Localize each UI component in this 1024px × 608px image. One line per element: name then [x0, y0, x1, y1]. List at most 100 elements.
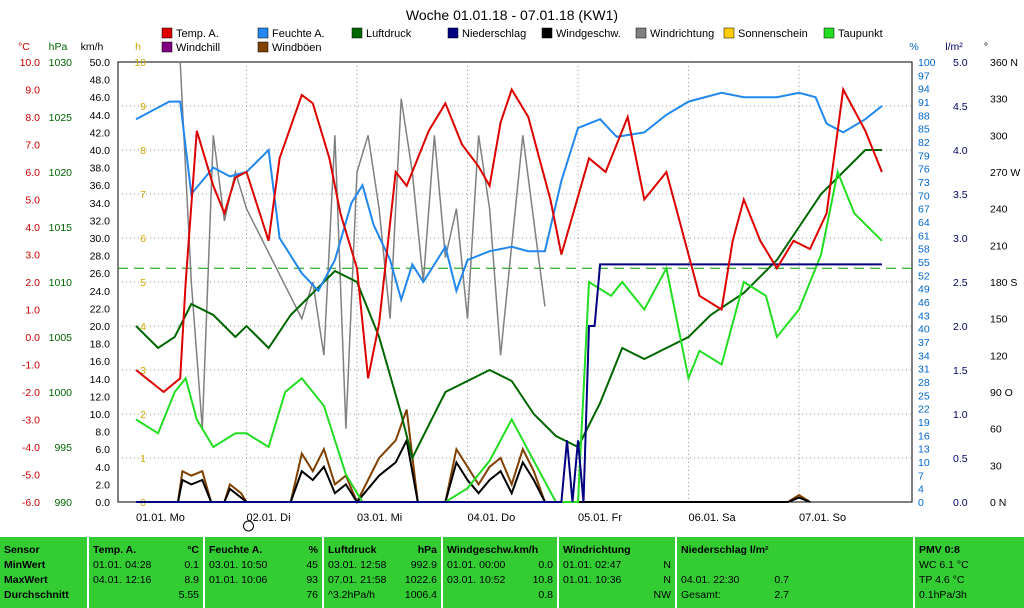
y-tick-label-temp: 10.0: [20, 57, 41, 69]
y-tick-label-humidity: 55: [918, 257, 930, 269]
y-tick-label-pressure: 1030: [49, 57, 73, 69]
y-tick-label-humidity: 97: [918, 70, 930, 82]
y-tick-label-wind: 22.0: [90, 303, 111, 315]
y-tick-label-humidity: 67: [918, 204, 930, 216]
y-tick-label-pressure: 990: [54, 497, 72, 509]
y-tick-label-wind: 34.0: [90, 198, 111, 210]
pmv-dewpoint: TP 4.6 °C: [919, 574, 965, 586]
y-tick-label-wind: 2.0: [95, 479, 110, 491]
y-tick-label-temp: 6.0: [25, 167, 40, 179]
y-tick-label-direction: 210: [990, 240, 1008, 252]
temp-max-time: 04.01. 12:16: [93, 574, 152, 586]
y-tick-label-sun: 2: [140, 409, 146, 421]
y-tick-label-rain: 3.0: [953, 233, 968, 245]
stats-temp: Temp. A. °C 01.01. 04:28 0.1 04.01. 12:16 8…: [89, 537, 203, 608]
y-tick-label-wind: 44.0: [90, 110, 111, 122]
y-tick-label-direction: 150: [990, 314, 1008, 326]
legend-swatch: [447, 27, 459, 39]
sensor-header: Sensor: [4, 544, 40, 556]
y-tick-label-humidity: 16: [918, 430, 930, 442]
pressure-trend: ^3.2hPa/h: [328, 589, 375, 601]
y-tick-label-rain: 2.5: [953, 277, 968, 289]
rain-header: Niederschlag: [681, 544, 747, 556]
y-tick-label-temp: 5.0: [25, 195, 40, 207]
x-tick-label: 06.01. Sa: [689, 512, 737, 524]
y-tick-label-humidity: 13: [918, 444, 930, 456]
y-tick-label-direction: 360 N: [990, 57, 1018, 69]
pressure-unit: hPa: [417, 544, 437, 556]
y-tick-label-humidity: 7: [918, 470, 924, 482]
y-tick-label-wind: 32.0: [90, 215, 111, 227]
direction-max-time: 01.01. 10:36: [563, 574, 622, 586]
y-tick-label-humidity: 82: [918, 137, 930, 149]
y-tick-label-humidity: 61: [918, 230, 930, 242]
y-tick-label-wind: 0.0: [95, 497, 110, 509]
y-tick-label-rain: 2.0: [953, 321, 968, 333]
y-tick-label-wind: 6.0: [95, 444, 110, 456]
y-tick-label-direction: 240: [990, 204, 1008, 216]
y-tick-label-rain: 4.0: [953, 145, 968, 157]
y-tick-label-wind: 18.0: [90, 339, 111, 351]
x-tick-label: 04.01. Do: [468, 512, 516, 524]
humidity-max-time: 01.01. 10:06: [209, 574, 268, 586]
legend-label: Taupunkt: [838, 28, 883, 40]
y-tick-label-wind: 20.0: [90, 321, 111, 333]
y-tick-label-humidity: 43: [918, 310, 930, 322]
y-tick-label-humidity: 58: [918, 244, 930, 256]
y-tick-label-direction: 30: [990, 460, 1002, 472]
x-tick-label: 07.01. So: [799, 512, 846, 524]
y-tick-label-direction: 300: [990, 130, 1008, 142]
x-tick-label: 03.01. Mi: [357, 512, 402, 524]
x-tick-label: 05.01. Fr: [578, 512, 622, 524]
y-tick-label-sun: 1: [140, 453, 146, 465]
humidity-header: Feuchte A.: [209, 544, 263, 556]
y-tick-label-direction: 90 O: [990, 387, 1013, 399]
series-line-niederschlag: [136, 263, 882, 503]
humidity-unit: %: [308, 544, 318, 556]
y-tick-label-wind: 46.0: [90, 92, 111, 104]
y-tick-label-temp: -2.0: [22, 387, 40, 399]
y-tick-label-pressure: 1015: [49, 222, 73, 234]
temp-unit: °C: [187, 544, 199, 556]
y-tick-label-temp: -6.0: [22, 497, 40, 509]
y-tick-label-wind: 48.0: [90, 75, 111, 87]
y-tick-label-rain: 4.5: [953, 101, 968, 113]
axis-unit-temp: °C: [18, 41, 30, 53]
y-tick-label-sun: 3: [140, 365, 146, 377]
legend-swatch: [635, 27, 647, 39]
legend-label: Niederschlag: [462, 28, 526, 40]
direction-min-value: N: [663, 559, 671, 571]
y-tick-label-temp: 1.0: [25, 305, 40, 317]
stats-pressure: Luftdruck hPa 03.01. 12:58 992.9 07.01. 21…: [324, 537, 441, 608]
direction-avg: NW: [653, 589, 672, 601]
y-tick-label-humidity: 0: [918, 497, 924, 509]
y-tick-label-humidity: 4: [918, 484, 924, 496]
y-tick-label-wind: 16.0: [90, 356, 111, 368]
y-tick-label-temp: 0.0: [25, 332, 40, 344]
rain-total: 2.7: [774, 589, 789, 601]
y-tick-label-humidity: 40: [918, 324, 930, 336]
y-tick-label-humidity: 52: [918, 270, 930, 282]
y-tick-label-humidity: 85: [918, 124, 930, 136]
sensor-min-label: MinWert: [4, 559, 46, 571]
legend-label: Feuchte A.: [272, 28, 325, 40]
y-tick-label-temp: -3.0: [22, 415, 40, 427]
legend-label: Windchill: [176, 42, 220, 54]
legend-label: Sonnenschein: [738, 28, 808, 40]
y-tick-label-humidity: 94: [918, 84, 930, 96]
stats-wind: Windgeschw.km/h 01.01. 00:00 0.0 03.01. 1…: [443, 537, 557, 608]
pmv-header: PMV 0:8: [919, 544, 960, 556]
temp-avg: 5.55: [178, 589, 199, 601]
pressure-header: Luftdruck: [328, 544, 377, 556]
y-tick-label-rain: 5.0: [953, 57, 968, 69]
axis-unit-wind: km/h: [81, 41, 104, 53]
pressure-avg: 1006.4: [404, 589, 437, 601]
y-tick-label-wind: 38.0: [90, 163, 111, 175]
pressure-min-value: 992.9: [410, 559, 437, 571]
y-tick-label-temp: 7.0: [25, 140, 40, 152]
y-tick-label-direction: 120: [990, 350, 1008, 362]
pmv-trend: 0.1hPa/3h: [919, 589, 967, 601]
series-line-tempa: [135, 86, 883, 394]
rain-max-time: 04.01. 22:30: [681, 574, 740, 586]
legend-swatch: [541, 27, 553, 39]
